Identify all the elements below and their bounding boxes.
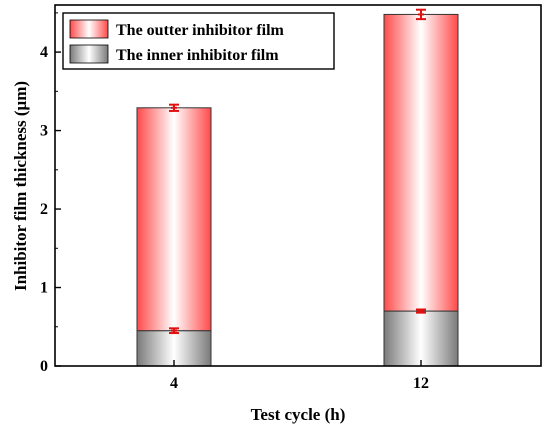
legend-label-outer: The outter inhibitor film: [116, 22, 285, 39]
x-tick-label-12: 12: [413, 375, 429, 392]
x-tick-label-4: 4: [170, 375, 178, 392]
y-axis: 0 1 2 3 4: [40, 12, 61, 375]
y-axis-title: Inhibitor film thickness (μm): [11, 81, 30, 291]
y-tick-label-4: 4: [40, 44, 48, 61]
y-tick-label-1: 1: [40, 280, 48, 297]
legend-label-inner: The inner inhibitor film: [116, 47, 279, 64]
plot-frame: [54, 4, 542, 367]
bar-segment-outer-4: [136, 107, 212, 332]
bars-group: [136, 13, 459, 367]
y-tick-label-0: 0: [40, 358, 48, 375]
legend: The outter inhibitor film The inner inhi…: [62, 12, 335, 70]
bar-segment-outer-12: [383, 13, 459, 312]
y-tick-label-2: 2: [40, 201, 48, 218]
bar-segment-inner-12: [383, 310, 459, 367]
x-axis: 4 12: [170, 360, 429, 392]
y-tick-label-3: 3: [40, 123, 48, 140]
legend-swatch-outer: [69, 19, 109, 39]
x-axis-title: Test cycle (h): [251, 405, 346, 424]
error-bars-group: [169, 8, 426, 335]
legend-swatch-inner: [69, 44, 109, 64]
